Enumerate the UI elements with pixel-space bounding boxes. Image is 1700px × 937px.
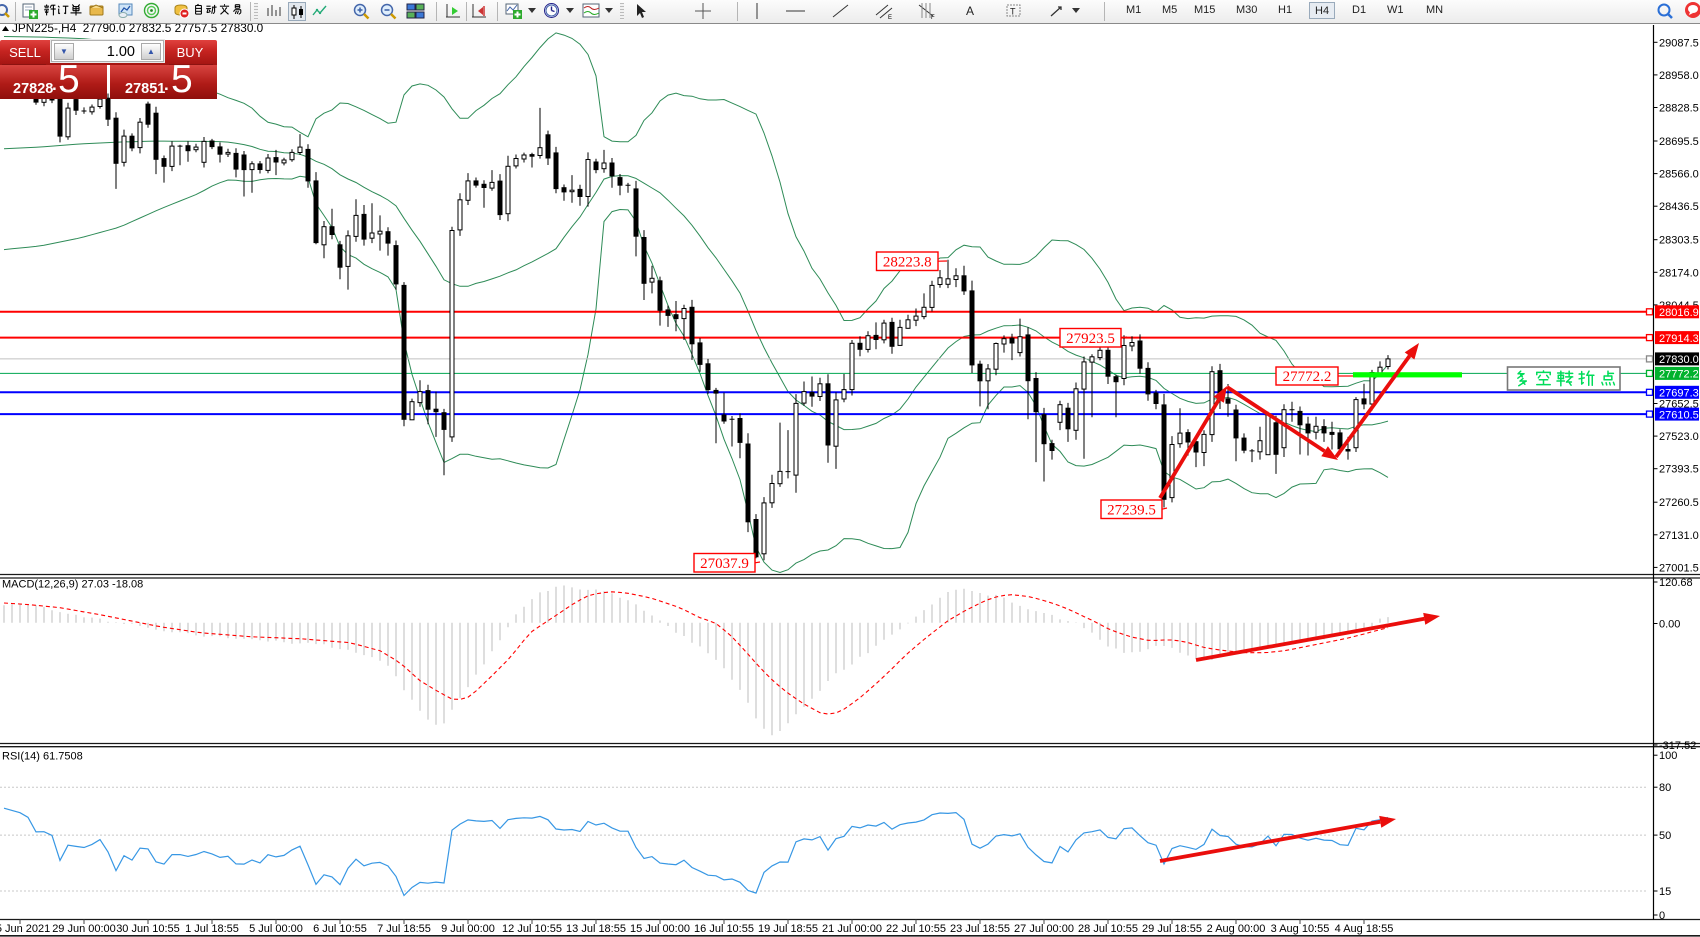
svg-text:RSI(14) 61.7508: RSI(14) 61.7508: [2, 751, 83, 763]
svg-text:27697.3: 27697.3: [1659, 388, 1699, 400]
svg-text:100: 100: [1659, 750, 1677, 762]
svg-text:27037.9: 27037.9: [700, 556, 749, 572]
svg-text:50: 50: [1659, 830, 1671, 842]
svg-text:A: A: [966, 4, 974, 18]
svg-text:21 Jul 00:00: 21 Jul 00:00: [822, 923, 882, 935]
svg-text:15: 15: [1659, 886, 1671, 898]
svg-text:MACD(12,26,9) 27.03 -18.08: MACD(12,26,9) 27.03 -18.08: [2, 579, 143, 591]
svg-text:T: T: [1010, 7, 1016, 17]
svg-text:6 Jul 10:55: 6 Jul 10:55: [313, 923, 367, 935]
svg-text:28695.5: 28695.5: [1659, 136, 1699, 148]
svg-text:28 Jul 10:55: 28 Jul 10:55: [1078, 923, 1138, 935]
svg-text:29 Jul 18:55: 29 Jul 18:55: [1142, 923, 1202, 935]
svg-text:27914.3: 27914.3: [1659, 333, 1699, 345]
svg-text:2 Aug 00:00: 2 Aug 00:00: [1207, 923, 1266, 935]
svg-text:7 Jul 18:55: 7 Jul 18:55: [377, 923, 431, 935]
svg-text:28174.0: 28174.0: [1659, 267, 1699, 279]
svg-text:29 Jun 00:00: 29 Jun 00:00: [52, 923, 116, 935]
svg-text:27523.0: 27523.0: [1659, 431, 1699, 443]
svg-text:27652.5: 27652.5: [1659, 399, 1699, 411]
svg-text:28436.5: 28436.5: [1659, 201, 1699, 213]
svg-text:27830.0: 27830.0: [1659, 354, 1699, 366]
svg-text:1 Jul 18:55: 1 Jul 18:55: [185, 923, 239, 935]
svg-text:27260.5: 27260.5: [1659, 497, 1699, 509]
svg-text:27923.5: 27923.5: [1066, 331, 1115, 347]
svg-text:25 Jun 2021: 25 Jun 2021: [0, 923, 50, 935]
svg-text:5 Jul 00:00: 5 Jul 00:00: [249, 923, 303, 935]
svg-text:120.68: 120.68: [1659, 577, 1693, 589]
svg-text:15 Jul 00:00: 15 Jul 00:00: [630, 923, 690, 935]
svg-text:28016.9: 28016.9: [1659, 307, 1699, 319]
svg-text:27610.5: 27610.5: [1659, 409, 1699, 421]
svg-text:27131.0: 27131.0: [1659, 530, 1699, 542]
svg-text:29087.5: 29087.5: [1659, 37, 1699, 49]
svg-text:27 Jul 00:00: 27 Jul 00:00: [1014, 923, 1074, 935]
svg-text:28958.0: 28958.0: [1659, 70, 1699, 82]
svg-text:27772.2: 27772.2: [1283, 369, 1332, 385]
svg-text:30 Jun 10:55: 30 Jun 10:55: [116, 923, 180, 935]
svg-text:9 Jul 00:00: 9 Jul 00:00: [441, 923, 495, 935]
svg-text:F: F: [931, 15, 935, 21]
svg-text:3 Aug 10:55: 3 Aug 10:55: [1271, 923, 1330, 935]
svg-text:0: 0: [1659, 910, 1665, 922]
svg-text:13 Jul 18:55: 13 Jul 18:55: [566, 923, 626, 935]
svg-text:27393.5: 27393.5: [1659, 464, 1699, 476]
svg-text:JPN225-,H4 27790.0 27832.5 27: JPN225-,H4 27790.0 27832.5 27757.5 27830…: [12, 21, 264, 35]
svg-text:27001.5: 27001.5: [1659, 562, 1699, 574]
svg-text:16 Jul 10:55: 16 Jul 10:55: [694, 923, 754, 935]
svg-text:22 Jul 10:55: 22 Jul 10:55: [886, 923, 946, 935]
svg-text:28566.0: 28566.0: [1659, 169, 1699, 181]
svg-text:12 Jul 10:55: 12 Jul 10:55: [502, 923, 562, 935]
svg-text:27239.5: 27239.5: [1107, 503, 1156, 519]
svg-text:19 Jul 18:55: 19 Jul 18:55: [758, 923, 818, 935]
svg-text:28303.5: 28303.5: [1659, 235, 1699, 247]
svg-text:80: 80: [1659, 782, 1671, 794]
svg-text:28828.5: 28828.5: [1659, 103, 1699, 115]
svg-text:4 Aug 18:55: 4 Aug 18:55: [1335, 923, 1394, 935]
svg-text:23 Jul 18:55: 23 Jul 18:55: [950, 923, 1010, 935]
svg-text:28223.8: 28223.8: [883, 254, 932, 270]
svg-text:0.00: 0.00: [1659, 619, 1680, 631]
svg-text:-317.52: -317.52: [1659, 740, 1696, 752]
svg-text:E: E: [888, 15, 892, 21]
svg-text:27772.2: 27772.2: [1659, 369, 1699, 381]
